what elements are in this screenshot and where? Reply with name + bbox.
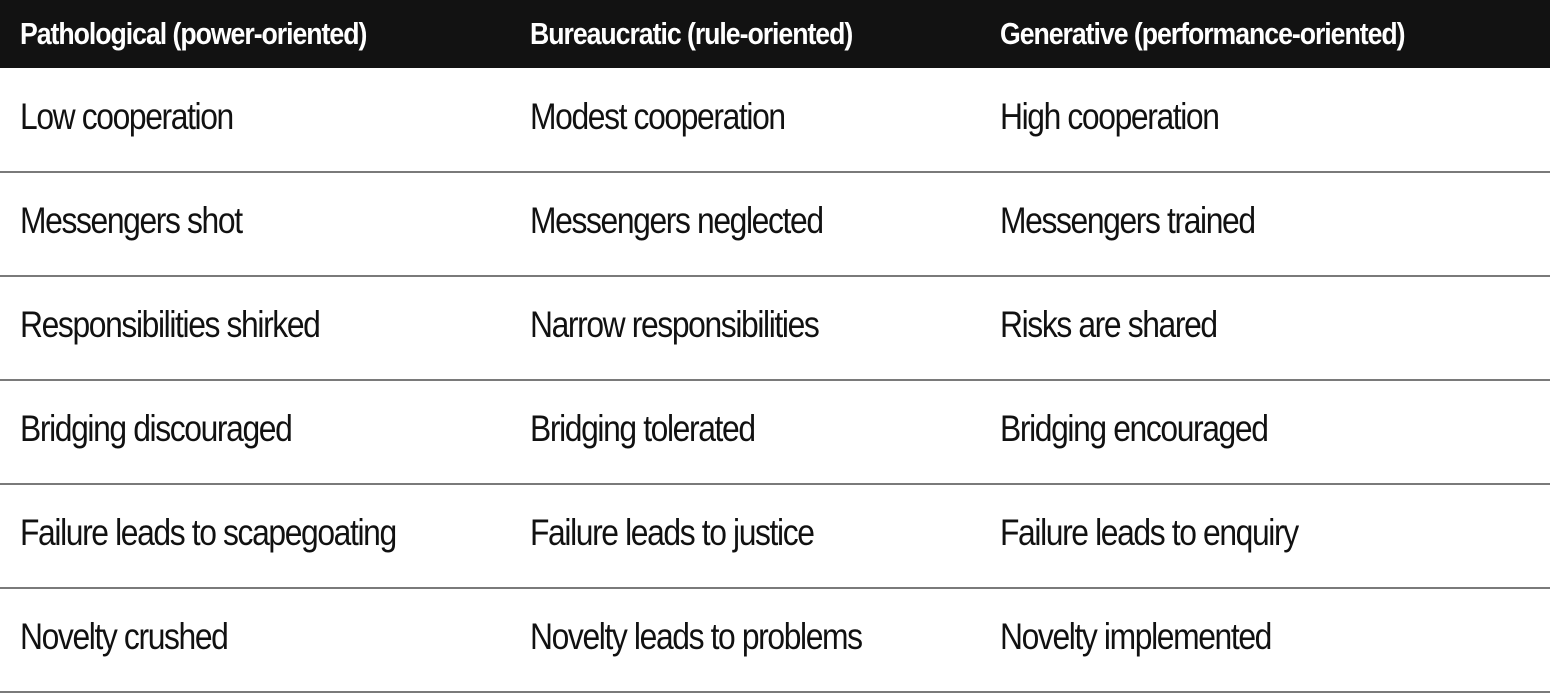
- cell-text: Bridging tolerated: [530, 408, 756, 449]
- cell-text: Messengers shot: [20, 200, 243, 241]
- table-cell: Risks are shared: [978, 276, 1550, 380]
- header-row: Pathological (power-oriented) Bureaucrat…: [0, 0, 1550, 68]
- cell-text: Novelty implemented: [1000, 616, 1272, 657]
- table-cell: Bridging discouraged: [0, 380, 508, 484]
- header-label: Pathological (power-oriented): [20, 16, 367, 51]
- cell-text: Bridging encouraged: [1000, 408, 1269, 449]
- table-cell: Messengers shot: [0, 172, 508, 276]
- header-label: Bureaucratic (rule-oriented): [530, 16, 853, 51]
- cell-text: High cooperation: [1000, 95, 1220, 137]
- cell-text: Bridging discouraged: [20, 408, 293, 449]
- table-cell: Responsibilities shirked: [0, 276, 508, 380]
- table-cell: Novelty implemented: [978, 588, 1550, 692]
- header-bureaucratic: Bureaucratic (rule-oriented): [508, 0, 978, 68]
- cell-text: Novelty leads to problems: [530, 616, 863, 657]
- table-cell: Messengers trained: [978, 172, 1550, 276]
- table-row: Low cooperation Modest cooperation High …: [0, 68, 1550, 172]
- header-generative: Generative (performance-oriented): [978, 0, 1550, 68]
- table-cell: Failure leads to enquiry: [978, 484, 1550, 588]
- table-body: Low cooperation Modest cooperation High …: [0, 68, 1550, 692]
- cell-text: Novelty crushed: [20, 616, 229, 657]
- table-cell: Narrow responsibilities: [508, 276, 978, 380]
- table-header: Pathological (power-oriented) Bureaucrat…: [0, 0, 1550, 68]
- cell-text: Messengers trained: [1000, 200, 1256, 241]
- cell-text: Risks are shared: [1000, 304, 1218, 345]
- table-cell: Modest cooperation: [508, 68, 978, 172]
- table-cell: High cooperation: [978, 68, 1550, 172]
- cell-text: Messengers neglected: [530, 200, 824, 241]
- cell-text: Modest cooperation: [530, 95, 786, 137]
- header-label: Generative (performance-oriented): [1000, 16, 1406, 51]
- table-cell: Bridging tolerated: [508, 380, 978, 484]
- table-row: Bridging discouraged Bridging tolerated …: [0, 380, 1550, 484]
- table-row: Responsibilities shirked Narrow responsi…: [0, 276, 1550, 380]
- cell-text: Low cooperation: [20, 95, 234, 137]
- table-row: Novelty crushed Novelty leads to problem…: [0, 588, 1550, 692]
- table-cell: Failure leads to scapegoating: [0, 484, 508, 588]
- table-cell: Low cooperation: [0, 68, 508, 172]
- table-row: Failure leads to scapegoating Failure le…: [0, 484, 1550, 588]
- cell-text: Failure leads to justice: [530, 512, 815, 553]
- table-cell: Messengers neglected: [508, 172, 978, 276]
- table-cell: Failure leads to justice: [508, 484, 978, 588]
- cell-text: Failure leads to enquiry: [1000, 512, 1299, 553]
- table-cell: Novelty crushed: [0, 588, 508, 692]
- table-cell: Novelty leads to problems: [508, 588, 978, 692]
- cell-text: Failure leads to scapegoating: [20, 512, 397, 553]
- table-cell: Bridging encouraged: [978, 380, 1550, 484]
- cell-text: Responsibilities shirked: [20, 304, 321, 345]
- header-pathological: Pathological (power-oriented): [0, 0, 508, 68]
- table-row: Messengers shot Messengers neglected Mes…: [0, 172, 1550, 276]
- cell-text: Narrow responsibilities: [530, 304, 820, 345]
